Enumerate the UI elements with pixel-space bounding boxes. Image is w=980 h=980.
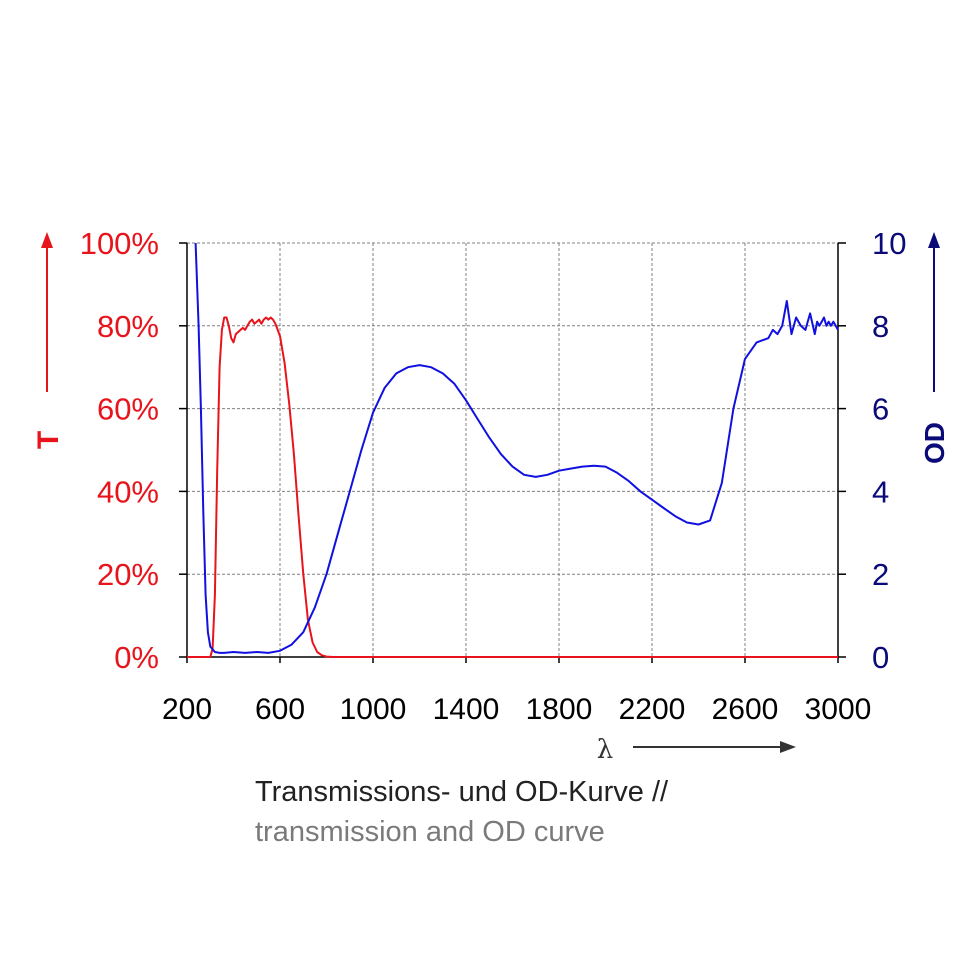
x-tick-label: 1800 xyxy=(526,693,593,726)
y-left-tick-label: 60% xyxy=(97,392,159,427)
x-arrow-head xyxy=(780,741,796,753)
y-left-arrow-head xyxy=(41,232,53,248)
y-left-tick-label: 20% xyxy=(97,557,159,592)
grid xyxy=(187,242,838,657)
y-right-arrow-head xyxy=(928,232,940,248)
x-tick-label: 3000 xyxy=(805,693,872,726)
x-axis-label: λ xyxy=(597,735,613,765)
axes xyxy=(179,242,846,663)
od-curve xyxy=(194,242,839,654)
x-tick-label: 2600 xyxy=(712,693,779,726)
y-right-tick-label: 10 xyxy=(872,226,906,261)
y-left-axis-label: T xyxy=(32,431,65,449)
y-right-axis-label: OD xyxy=(919,422,950,464)
x-tick-label: 1400 xyxy=(433,693,500,726)
y-left-tick-label: 100% xyxy=(80,226,159,261)
series-layer xyxy=(187,242,839,658)
y-left-tick-label: 0% xyxy=(114,640,159,675)
y-right-tick-label: 0 xyxy=(872,640,889,675)
x-tick-label: 1000 xyxy=(340,693,407,726)
y-right-tick-label: 4 xyxy=(872,474,889,509)
x-tick-label: 200 xyxy=(162,693,212,726)
y-right-tick-label: 6 xyxy=(872,392,889,427)
y-right-tick-label: 8 xyxy=(872,309,889,344)
y-right-tick-label: 2 xyxy=(872,557,889,592)
caption-german: Transmissions- und OD-Kurve // xyxy=(255,776,669,808)
y-left-tick-label: 80% xyxy=(97,309,159,344)
x-tick-label: 2200 xyxy=(619,693,686,726)
x-tick-label: 600 xyxy=(255,693,305,726)
caption-english: transmission and OD curve xyxy=(255,816,605,848)
transmission-curve xyxy=(187,316,838,658)
axis-labels: 200 600 1000 1400 1800 2200 2600 30000%20%40%60… xyxy=(32,226,950,765)
y-left-tick-label: 40% xyxy=(97,474,159,509)
